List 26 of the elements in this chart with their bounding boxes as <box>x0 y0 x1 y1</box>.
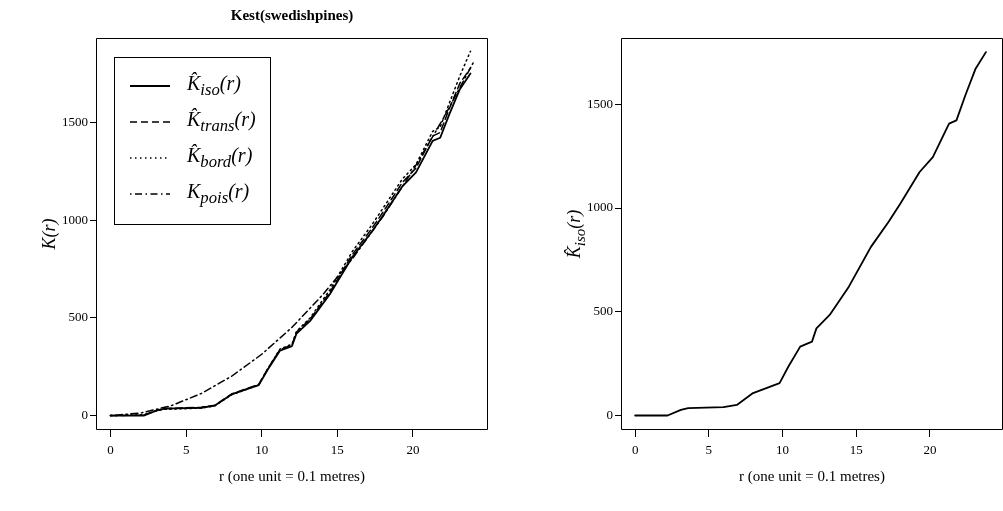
legend-label: K$_{pois}$(r) <box>187 180 250 208</box>
x-tick-label: 20 <box>923 442 937 458</box>
x-tick-label: 0 <box>631 442 639 458</box>
x-axis-title: r (one unit = 0.1 metres) <box>738 468 886 485</box>
x-tick-label: 20 <box>406 442 420 458</box>
y-tick-label: 500 <box>68 309 88 325</box>
y-axis-title: K(r) <box>39 217 60 252</box>
legend-label: K̂$_{iso}$(r) <box>187 72 241 100</box>
y-tick-label: 1000 <box>587 199 613 215</box>
y-tick-label: 0 <box>81 406 88 422</box>
legend-label: K̂$_{trans}$(r) <box>187 108 256 136</box>
x-tick-label: 5 <box>182 442 190 458</box>
x-tick-label: 15 <box>330 442 344 458</box>
y-tick-label: 500 <box>593 303 613 319</box>
legend-label: K̂$_{bord}$(r) <box>187 144 253 172</box>
x-tick-label: 15 <box>849 442 863 458</box>
x-axis-title: r (one unit = 0.1 metres) <box>218 468 366 485</box>
y-tick-label: 1500 <box>587 95 613 111</box>
x-tick-label: 0 <box>107 442 114 458</box>
x-tick-label: 10 <box>255 442 269 458</box>
y-tick-label: 1000 <box>62 211 88 227</box>
y-tick-label: 0 <box>606 406 613 422</box>
y-tick-label: 1500 <box>62 114 88 130</box>
x-tick-label: 10 <box>776 442 790 458</box>
chart-title: Kest(swedishpines) <box>229 7 355 24</box>
x-tick-label: 5 <box>705 442 713 458</box>
